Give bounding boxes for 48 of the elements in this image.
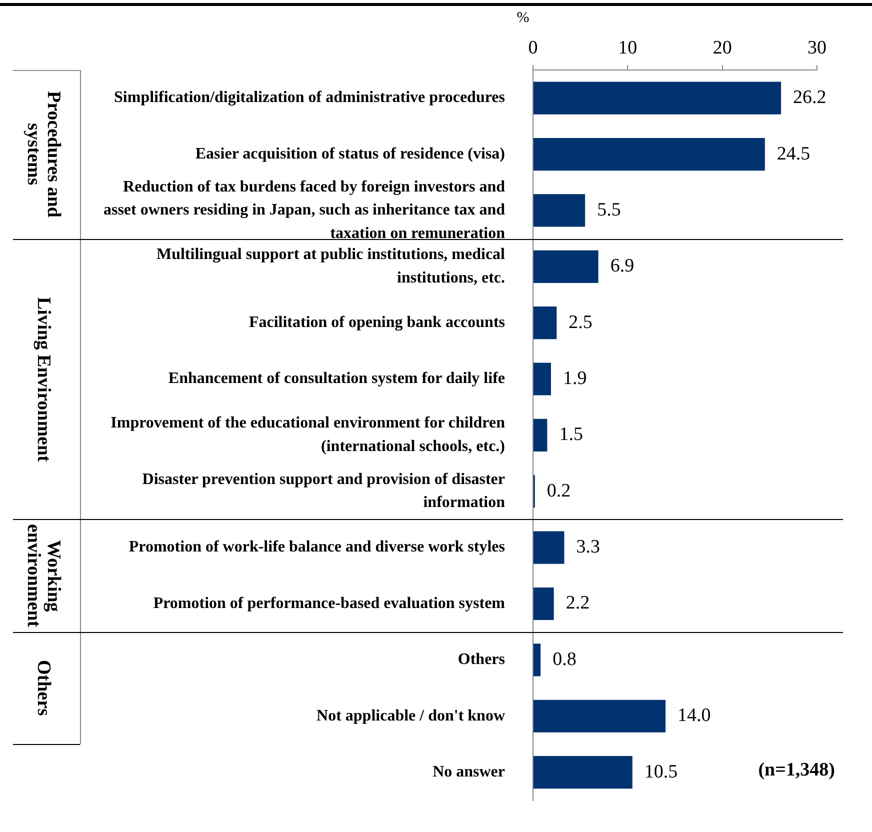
bar (534, 138, 765, 171)
y-tick-label: Multilingual support at public institutions, medical institutions, etc. (156, 246, 506, 286)
data-label: 6.9 (610, 256, 634, 277)
y-tick-label: Promotion of performance-based evaluation system (153, 594, 506, 612)
data-label: 26.2 (793, 87, 826, 108)
bar (534, 250, 598, 283)
text: Procedures and systems (23, 90, 64, 220)
data-label: 5.5 (597, 199, 621, 220)
data-label: 10.5 (644, 761, 678, 782)
y-tick-label: Easier acquisition of status of residence (visa) (195, 145, 505, 162)
y-tick-label: No answer (432, 763, 505, 780)
data-label: 2.2 (566, 592, 590, 614)
bar (534, 756, 632, 789)
data-label: 2.5 (568, 312, 592, 333)
data-label: 24.5 (776, 143, 810, 164)
bar (534, 644, 541, 676)
text: Working environment (23, 524, 64, 628)
x-tick-label: 20 (712, 38, 732, 59)
bar (534, 194, 586, 227)
bar (534, 306, 557, 340)
bar (534, 362, 551, 396)
data-label: 0.8 (552, 648, 576, 670)
y-tick-label: Not applicable / don't know (316, 707, 506, 724)
data-label: 3.3 (576, 536, 600, 558)
y-tick-label: Facilitation of opening bank accounts (248, 314, 505, 331)
x-tick-label: 10 (618, 38, 638, 59)
text: Living Environment (33, 296, 54, 462)
y-tick-label: Reduction of tax burdens faced by foreign investors and asset owners residing in Japan, such as inheritance tax and taxation on remuneration (103, 178, 506, 242)
data-label: 0.2 (546, 480, 571, 502)
x-tick-label: 0 (528, 38, 538, 59)
bar (534, 82, 782, 114)
data-label: 14.0 (678, 705, 711, 726)
y-tick-label: Promotion of work-life balance and diverse work styles (128, 538, 505, 556)
x-axis-title: % (516, 10, 530, 26)
bar (534, 700, 666, 732)
y-tick-label: Improvement of the educational environment for children (international schools, etc.) (110, 414, 506, 455)
x-tick-label: 30 (808, 38, 826, 59)
y-tick-label: Simplification/digitalization of administrative procedures (114, 89, 505, 106)
bar (534, 531, 564, 564)
data-label: 1.5 (559, 424, 583, 446)
text: Others (33, 660, 54, 716)
y-tick-label: Enhancement of consultation system for daily life (168, 370, 505, 388)
bar (534, 587, 554, 620)
y-tick-label: Others (458, 651, 505, 668)
bar (534, 418, 548, 452)
annotation: (n=1,348) (758, 759, 835, 780)
data-label: 1.9 (562, 368, 587, 389)
y-tick-label: Disaster prevention support and provision of disaster information (142, 470, 506, 512)
